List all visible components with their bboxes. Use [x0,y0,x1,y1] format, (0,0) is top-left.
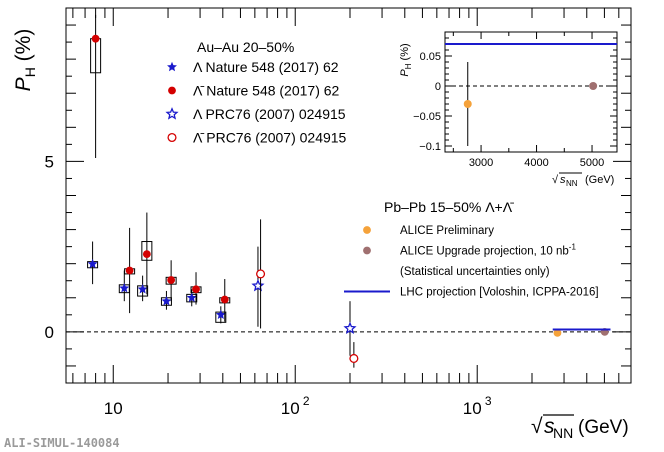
inset-plot: 3000 4000 5000 0.05 0 −0.05 −0.1 PH (%) √ s NN (GeV… [399,31,618,188]
watermark: ALI-SIMUL-140084 [4,436,120,450]
data-point [192,285,200,294]
data-point [125,266,134,275]
main-data [87,14,611,368]
data-point [91,34,100,43]
x-tick-label: 10 [463,399,482,418]
svg-text:s: s [544,415,555,438]
inset-x-axis-label: √ s NN (GeV) [552,172,614,188]
inset-y-axis-label: PH (%) [399,43,413,76]
data-point [349,353,359,364]
svg-text:√: √ [531,415,543,438]
svg-text:NN: NN [553,425,573,441]
inset-x-label-unit: (GeV) [585,174,614,186]
inset-x-tick-label: 3000 [469,157,493,169]
data-point [343,321,357,335]
inset-y-tick-label: 0 [435,81,441,93]
y-tick-label: 0 [45,323,54,342]
inset-y-tick-label: −0.05 [413,111,441,123]
legend-marker [167,132,177,143]
inset-data-point [589,82,598,90]
legend-marker [165,107,179,120]
legend-pb-pb: Pb–Pb 15–50% Λ+Λ̄ ALICE Preliminary ALICE … [344,199,599,299]
data-point [87,258,98,269]
inset-y-tick-label: 0.05 [420,51,441,63]
inset-frame [444,31,618,153]
legend2-entry: ALICE Preliminary [400,225,494,237]
inset-x-label-nn: NN [566,179,578,188]
legend2-marker [363,226,371,234]
data-point [220,295,229,304]
x-tick-label-exponent: 2 [303,394,310,408]
legend2-entry: ALICE Upgrade projection, 10 nb-1 [400,243,576,258]
legend-entry: Λ PRC76 (2007) 024915 [193,106,346,122]
data-point [161,295,172,306]
inset-x-label-root: √ [552,174,559,186]
data-point [119,283,130,293]
inset-y-tick-label: −0.1 [419,141,441,153]
legend2-entry: LHC projection [Voloshin, ICPPA-2016] [400,287,599,299]
legend-entry: Λ̄ PRC76 (2007) 024915 [193,130,347,146]
data-point [251,278,265,292]
legend-marker [168,86,176,95]
data-point [167,276,176,284]
data-point [215,309,226,320]
legend-title: Au–Au 20–50% [197,39,294,55]
legend-marker [167,61,177,72]
legend2-title: Pb–Pb 15–50% Λ+Λ̄ [384,199,514,215]
svg-text:(GeV): (GeV) [578,417,629,438]
legend-entry: Λ Nature 548 (2017) 62 [193,59,339,75]
inset-x-label-s: s [560,174,566,186]
y-axis-label: PH (%) [12,29,38,92]
data-point [137,284,148,294]
data-point [256,269,266,279]
inset-data-point [463,100,472,108]
x-tick-label: 10 [281,399,300,418]
x-axis-label: √ s NN (GeV) [531,414,629,441]
x-tick-label-exponent: 3 [485,394,492,408]
x-tick-label: 10 [104,399,123,418]
legend2-marker [363,246,371,255]
data-point [142,250,151,259]
data-point [553,328,562,337]
inset-x-tick-label: 4000 [524,157,548,169]
legend2-entry: (Statistical uncertainties only) [400,266,550,278]
inset-x-tick-label: 5000 [580,157,604,169]
legend-entry: Λ̄ Nature 548 (2017) 62 [193,83,340,99]
data-point [186,292,197,302]
legend-au-au: Au–Au 20–50% Λ Nature 548 (2017) 62 Λ̄ Nat… [165,39,347,146]
y-tick-label: 5 [45,152,54,171]
